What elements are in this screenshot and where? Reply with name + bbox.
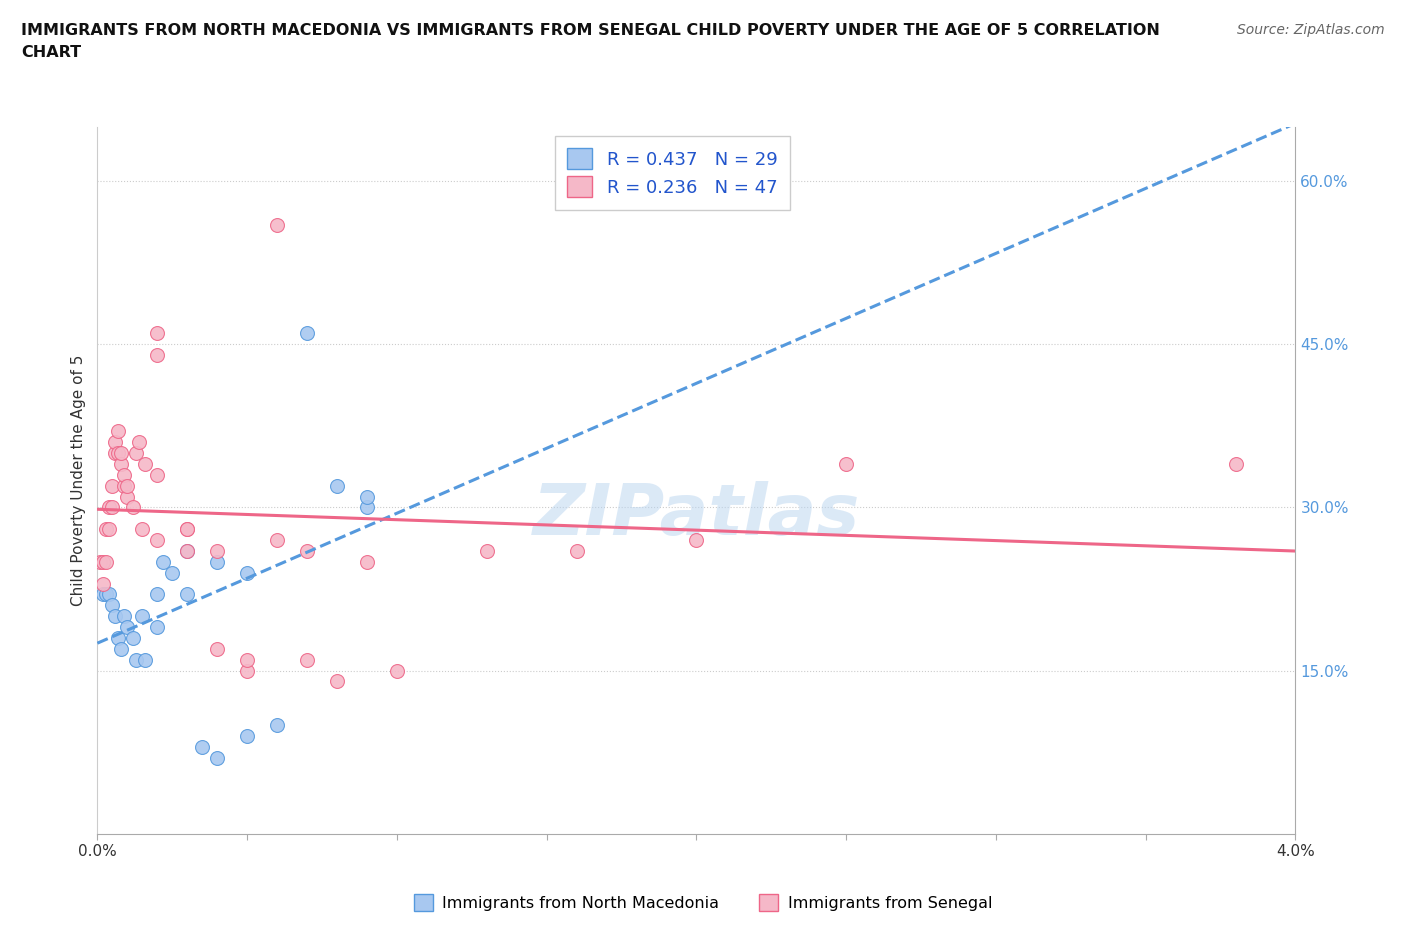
Point (101, 478, 124, 493)
Point (107, 445, 129, 460)
Legend: Immigrants from North Macedonia, Immigrants from Senegal: Immigrants from North Macedonia, Immigra… (408, 888, 998, 917)
Point (146, 467, 169, 482)
Point (125, 652, 148, 667)
Point (356, 500, 378, 515)
Point (117, 478, 139, 493)
Text: Source: ZipAtlas.com: Source: ZipAtlas.com (1237, 23, 1385, 37)
Point (110, 445, 132, 460)
Text: IMMIGRANTS FROM NORTH MACEDONIA VS IMMIGRANTS FROM SENEGAL CHILD POVERTY UNDER T: IMMIGRANTS FROM NORTH MACEDONIA VS IMMIG… (21, 23, 1160, 60)
Point (122, 500, 145, 515)
Point (266, 217, 288, 232)
Point (134, 652, 156, 667)
Point (117, 489, 139, 504)
Point (101, 500, 124, 515)
Point (96, 587, 118, 602)
Point (475, 543, 498, 558)
Point (205, 642, 228, 657)
Point (104, 609, 127, 624)
Point (295, 543, 318, 558)
Point (236, 565, 259, 580)
Point (146, 326, 169, 340)
Point (236, 663, 259, 678)
Text: ZIPatlas: ZIPatlas (533, 481, 860, 550)
Point (112, 478, 135, 493)
Point (122, 631, 145, 645)
Point (685, 533, 707, 548)
Point (565, 543, 588, 558)
Point (191, 739, 214, 754)
Point (295, 326, 318, 340)
Point (128, 434, 150, 449)
Y-axis label: Child Poverty Under the Age of 5: Child Poverty Under the Age of 5 (72, 354, 86, 605)
Point (356, 554, 378, 569)
Point (146, 533, 169, 548)
Point (107, 631, 129, 645)
Point (96, 522, 118, 537)
Point (117, 619, 139, 634)
Point (101, 598, 124, 613)
Point (125, 445, 148, 460)
Point (131, 522, 153, 537)
Point (96, 554, 118, 569)
Point (146, 619, 169, 634)
Point (266, 533, 288, 548)
Point (176, 543, 198, 558)
Point (131, 609, 153, 624)
Point (89, 554, 111, 569)
Point (176, 543, 198, 558)
Point (176, 522, 198, 537)
Point (205, 543, 228, 558)
Point (146, 587, 169, 602)
Point (98, 587, 121, 602)
Point (104, 445, 127, 460)
Point (205, 751, 228, 765)
Point (104, 434, 127, 449)
Point (356, 489, 378, 504)
Point (98, 522, 121, 537)
Point (236, 728, 259, 743)
Point (110, 642, 132, 657)
Point (98, 500, 121, 515)
Legend: R = 0.437   N = 29, R = 0.236   N = 47: R = 0.437 N = 29, R = 0.236 N = 47 (554, 136, 790, 210)
Point (266, 718, 288, 733)
Point (93, 576, 115, 591)
Point (835, 457, 858, 472)
Point (146, 348, 169, 363)
Point (1225, 457, 1247, 472)
Point (107, 424, 129, 439)
Point (160, 565, 183, 580)
Point (134, 457, 156, 472)
Point (326, 478, 349, 493)
Point (112, 467, 135, 482)
Point (93, 587, 115, 602)
Point (295, 652, 318, 667)
Point (152, 554, 174, 569)
Point (236, 652, 259, 667)
Point (176, 587, 198, 602)
Point (205, 554, 228, 569)
Point (176, 522, 198, 537)
Point (110, 457, 132, 472)
Point (385, 663, 408, 678)
Point (93, 554, 115, 569)
Point (112, 609, 135, 624)
Point (326, 674, 349, 689)
